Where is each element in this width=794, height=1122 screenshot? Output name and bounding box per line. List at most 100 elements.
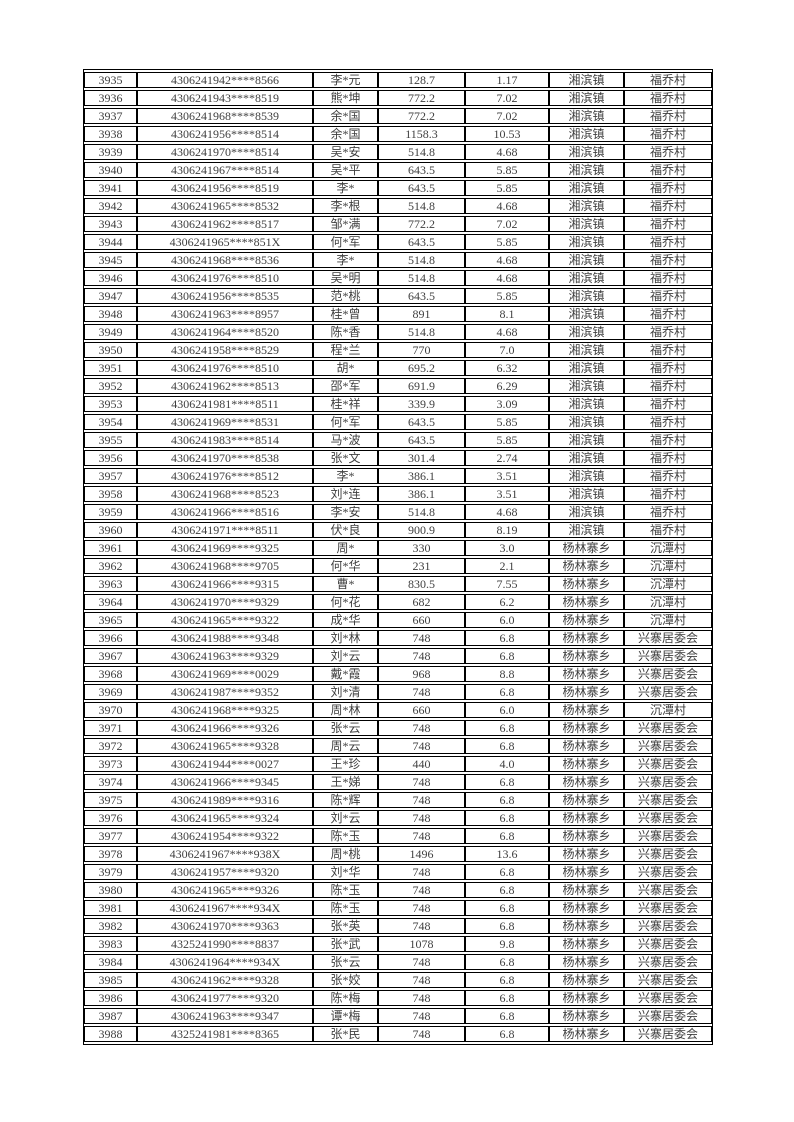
cell-secondary-amount: 6.8: [465, 630, 549, 646]
cell-masked-id-number: 4306241970****8514: [137, 144, 313, 160]
cell-name: 李*根: [313, 198, 378, 214]
cell-town: 湘滨镇: [549, 360, 624, 376]
cell-masked-id-number: 4306241989****9316: [137, 792, 313, 808]
cell-masked-id-number: 4306241983****8514: [137, 432, 313, 448]
cell-amount: 748: [378, 810, 465, 826]
cell-masked-id-number: 4306241943****8519: [137, 90, 313, 106]
cell-serial-number: 3945: [84, 252, 137, 268]
cell-secondary-amount: 6.32: [465, 360, 549, 376]
cell-village: 福乔村: [624, 306, 712, 322]
cell-amount: 514.8: [378, 252, 465, 268]
table-row: 3984 4306241964****934X 张*云 748 6.8 杨林寨乡 兴寨居委会: [84, 954, 712, 970]
cell-town: 湘滨镇: [549, 90, 624, 106]
cell-amount: 643.5: [378, 414, 465, 430]
cell-secondary-amount: 5.85: [465, 414, 549, 430]
cell-amount: 968: [378, 666, 465, 682]
table-row: 3985 4306241962****9328 张*姣 748 6.8 杨林寨乡 兴寨居委会: [84, 972, 712, 988]
cell-village: 福乔村: [624, 450, 712, 466]
table-row: 3953 4306241981****8511 桂*祥 339.9 3.09 湘滨镇 福乔村: [84, 396, 712, 412]
table-row: 3972 4306241965****9328 周*云 748 6.8 杨林寨乡 兴寨居委会: [84, 738, 712, 754]
cell-town: 杨林寨乡: [549, 612, 624, 628]
cell-name: 胡*: [313, 360, 378, 376]
cell-village: 福乔村: [624, 342, 712, 358]
cell-name: 马*波: [313, 432, 378, 448]
cell-secondary-amount: 1.17: [465, 72, 549, 88]
cell-secondary-amount: 4.68: [465, 504, 549, 520]
cell-secondary-amount: 6.29: [465, 378, 549, 394]
table-row: 3947 4306241956****8535 范*桃 643.5 5.85 湘滨镇 福乔村: [84, 288, 712, 304]
table-row: 3962 4306241968****9705 何*华 231 2.1 杨林寨乡 沉潭村: [84, 558, 712, 574]
cell-name: 何*华: [313, 558, 378, 574]
table-row: 3963 4306241966****9315 曹* 830.5 7.55 杨林寨乡 沉潭村: [84, 576, 712, 592]
cell-masked-id-number: 4306241967****934X: [137, 900, 313, 916]
cell-serial-number: 3937: [84, 108, 137, 124]
cell-amount: 691.9: [378, 378, 465, 394]
cell-masked-id-number: 4306241966****8516: [137, 504, 313, 520]
cell-amount: 682: [378, 594, 465, 610]
table-row: 3937 4306241968****8539 余*国 772.2 7.02 湘滨镇 福乔村: [84, 108, 712, 124]
table-row: 3941 4306241956****8519 李* 643.5 5.85 湘滨镇 福乔村: [84, 180, 712, 196]
cell-masked-id-number: 4306241976****8510: [137, 360, 313, 376]
cell-amount: 772.2: [378, 108, 465, 124]
cell-serial-number: 3954: [84, 414, 137, 430]
cell-town: 湘滨镇: [549, 144, 624, 160]
cell-town: 杨林寨乡: [549, 774, 624, 790]
cell-secondary-amount: 6.8: [465, 1026, 549, 1042]
cell-serial-number: 3966: [84, 630, 137, 646]
cell-secondary-amount: 6.8: [465, 900, 549, 916]
cell-amount: 695.2: [378, 360, 465, 376]
cell-amount: 231: [378, 558, 465, 574]
cell-village: 兴寨居委会: [624, 954, 712, 970]
cell-village: 福乔村: [624, 324, 712, 340]
cell-village: 福乔村: [624, 180, 712, 196]
cell-village: 兴寨居委会: [624, 846, 712, 862]
cell-name: 张*姣: [313, 972, 378, 988]
cell-village: 兴寨居委会: [624, 828, 712, 844]
cell-masked-id-number: 4306241956****8514: [137, 126, 313, 142]
cell-serial-number: 3959: [84, 504, 137, 520]
cell-masked-id-number: 4306241968****8539: [137, 108, 313, 124]
cell-serial-number: 3936: [84, 90, 137, 106]
cell-secondary-amount: 6.8: [465, 918, 549, 934]
cell-name: 何*军: [313, 414, 378, 430]
cell-serial-number: 3984: [84, 954, 137, 970]
cell-amount: 748: [378, 918, 465, 934]
cell-serial-number: 3953: [84, 396, 137, 412]
cell-amount: 748: [378, 720, 465, 736]
cell-town: 湘滨镇: [549, 270, 624, 286]
cell-masked-id-number: 4306241965****9328: [137, 738, 313, 754]
cell-masked-id-number: 4306241957****9320: [137, 864, 313, 880]
table-row: 3950 4306241958****8529 程*兰 770 7.0 湘滨镇 福乔村: [84, 342, 712, 358]
cell-town: 杨林寨乡: [549, 972, 624, 988]
cell-serial-number: 3967: [84, 648, 137, 664]
cell-town: 湘滨镇: [549, 126, 624, 142]
cell-serial-number: 3968: [84, 666, 137, 682]
cell-serial-number: 3979: [84, 864, 137, 880]
cell-town: 杨林寨乡: [549, 1026, 624, 1042]
cell-serial-number: 3976: [84, 810, 137, 826]
table-row: 3955 4306241983****8514 马*波 643.5 5.85 湘滨镇 福乔村: [84, 432, 712, 448]
cell-village: 福乔村: [624, 162, 712, 178]
cell-masked-id-number: 4325241990****8837: [137, 936, 313, 952]
cell-name: 戴*霞: [313, 666, 378, 682]
cell-name: 张*英: [313, 918, 378, 934]
cell-amount: 643.5: [378, 180, 465, 196]
table-row: 3959 4306241966****8516 李*安 514.8 4.68 湘滨镇 福乔村: [84, 504, 712, 520]
cell-village: 福乔村: [624, 288, 712, 304]
cell-masked-id-number: 4306241966****9315: [137, 576, 313, 592]
cell-amount: 339.9: [378, 396, 465, 412]
cell-serial-number: 3985: [84, 972, 137, 988]
cell-masked-id-number: 4306241969****0029: [137, 666, 313, 682]
cell-name: 刘*云: [313, 648, 378, 664]
cell-town: 湘滨镇: [549, 468, 624, 484]
cell-masked-id-number: 4306241966****9326: [137, 720, 313, 736]
cell-village: 兴寨居委会: [624, 972, 712, 988]
cell-town: 杨林寨乡: [549, 666, 624, 682]
cell-amount: 891: [378, 306, 465, 322]
cell-village: 福乔村: [624, 468, 712, 484]
cell-town: 湘滨镇: [549, 504, 624, 520]
cell-serial-number: 3988: [84, 1026, 137, 1042]
cell-village: 兴寨居委会: [624, 1008, 712, 1024]
cell-town: 湘滨镇: [549, 486, 624, 502]
